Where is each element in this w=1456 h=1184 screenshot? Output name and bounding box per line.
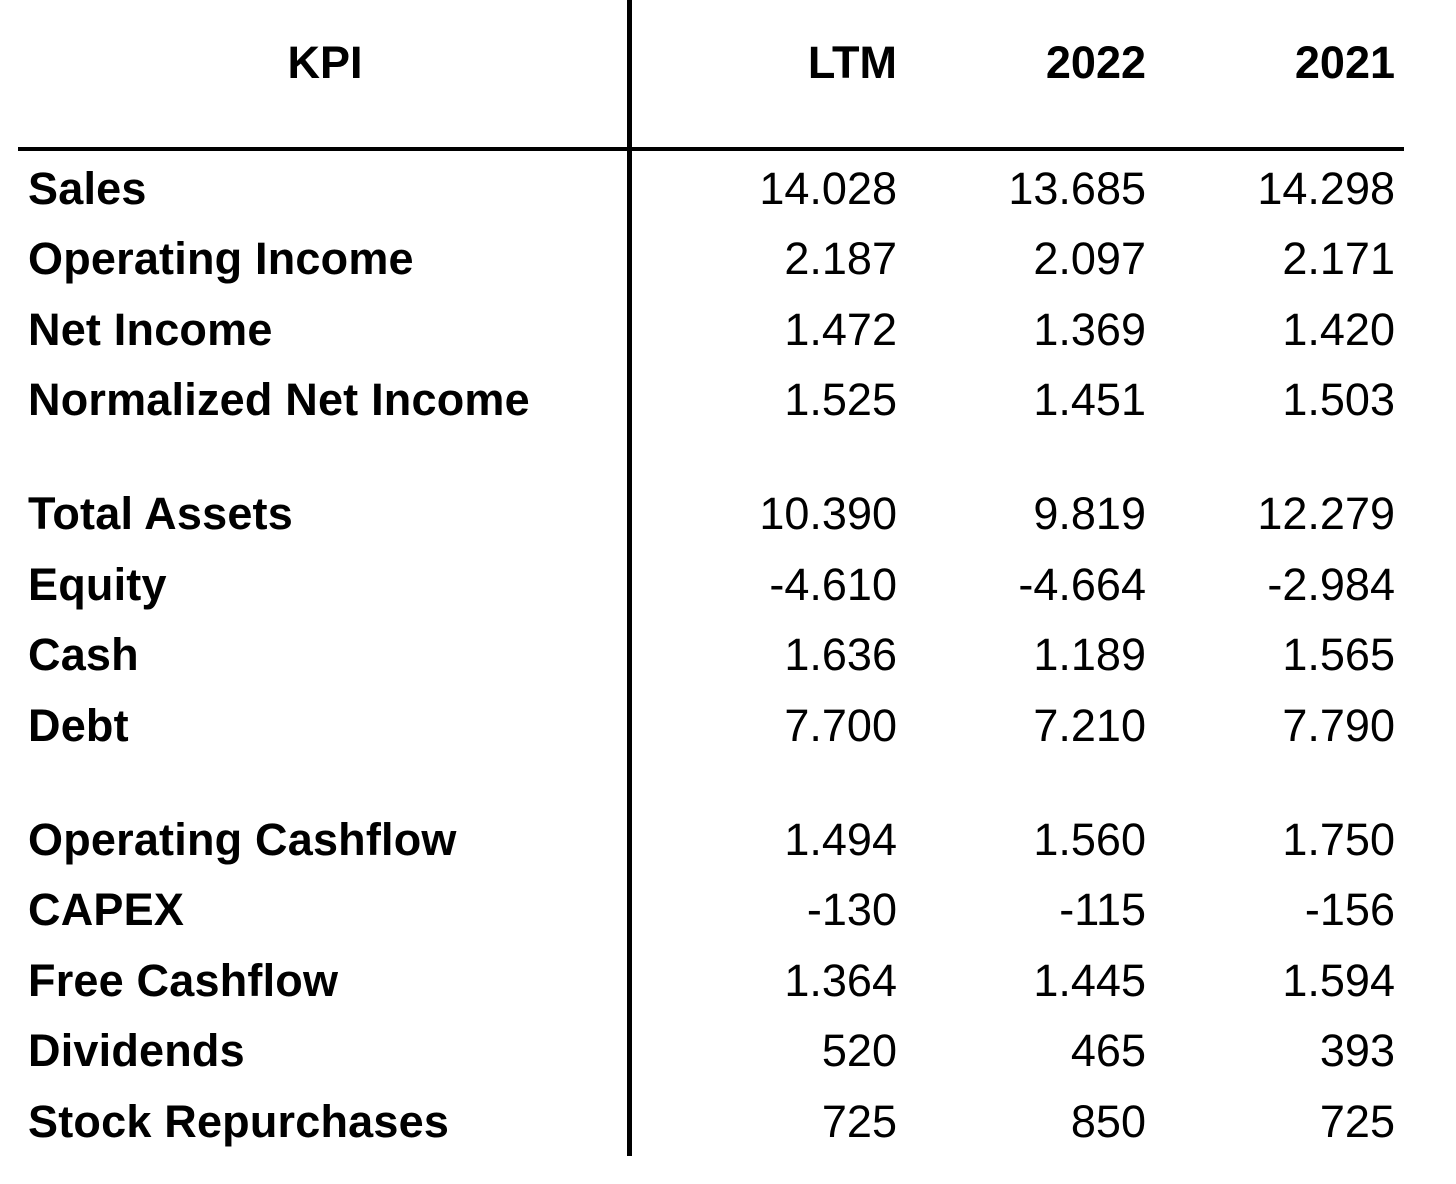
row-label: Normalized Net Income — [28, 374, 530, 425]
cell-2022: 1.560 — [1033, 814, 1146, 865]
row-label: Net Income — [28, 304, 273, 355]
cell-2021: 1.750 — [1282, 814, 1395, 865]
cell-2021: 1.565 — [1282, 629, 1395, 680]
cell-2022: 9.819 — [1033, 488, 1146, 539]
cell-2022: 1.451 — [1033, 374, 1146, 425]
cell-2022: 465 — [1070, 1025, 1146, 1076]
header-kpi: KPI — [287, 37, 363, 88]
cell-ltm: 1.364 — [784, 955, 897, 1006]
row-label: Total Assets — [28, 488, 293, 539]
cell-ltm: 1.525 — [784, 374, 897, 425]
header-2022: 2022 — [1045, 37, 1146, 88]
row-label: CAPEX — [28, 884, 185, 935]
cell-2021: 1.594 — [1282, 955, 1395, 1006]
cell-2021: 12.279 — [1257, 488, 1395, 539]
row-label: Operating Income — [28, 233, 414, 284]
row-label: Operating Cashflow — [28, 814, 457, 865]
cell-ltm: 725 — [821, 1096, 897, 1147]
cell-ltm: 1.636 — [784, 629, 897, 680]
cell-2021: 7.790 — [1282, 700, 1395, 751]
cell-2022: -115 — [1059, 884, 1146, 935]
cell-ltm: 1.494 — [784, 814, 897, 865]
row-label: Cash — [28, 629, 139, 680]
cell-2021: 393 — [1319, 1025, 1395, 1076]
cell-2021: 1.503 — [1282, 374, 1395, 425]
cell-2021: -2.984 — [1267, 559, 1395, 610]
cell-ltm: 14.028 — [759, 163, 897, 214]
header-divider-horizontal — [18, 147, 1404, 151]
cell-ltm: 1.472 — [784, 304, 897, 355]
cell-2021: 725 — [1319, 1096, 1395, 1147]
cell-2022: 850 — [1070, 1096, 1146, 1147]
row-label: Free Cashflow — [28, 955, 339, 1006]
cell-ltm: 10.390 — [759, 488, 897, 539]
row-label: Sales — [28, 163, 147, 214]
cell-2021: 2.171 — [1282, 233, 1395, 284]
cell-2022: -4.664 — [1018, 559, 1146, 610]
cell-ltm: 520 — [821, 1025, 897, 1076]
cell-ltm: -4.610 — [769, 559, 897, 610]
cell-2021: -156 — [1304, 884, 1395, 935]
cell-2022: 1.189 — [1033, 629, 1146, 680]
header-2021: 2021 — [1294, 37, 1395, 88]
cell-ltm: 7.700 — [784, 700, 897, 751]
row-label: Dividends — [28, 1025, 245, 1076]
cell-2022: 1.369 — [1033, 304, 1146, 355]
cell-2022: 1.445 — [1033, 955, 1146, 1006]
row-label: Debt — [28, 700, 129, 751]
cell-ltm: -130 — [806, 884, 897, 935]
cell-2022: 7.210 — [1033, 700, 1146, 751]
cell-2021: 1.420 — [1282, 304, 1395, 355]
header-ltm: LTM — [807, 37, 897, 88]
row-label: Equity — [28, 559, 167, 610]
cell-2022: 13.685 — [1008, 163, 1146, 214]
cell-ltm: 2.187 — [784, 233, 897, 284]
cell-2022: 2.097 — [1033, 233, 1146, 284]
column-divider-vertical — [627, 0, 632, 1156]
cell-2021: 14.298 — [1257, 163, 1395, 214]
row-label: Stock Repurchases — [28, 1096, 450, 1147]
